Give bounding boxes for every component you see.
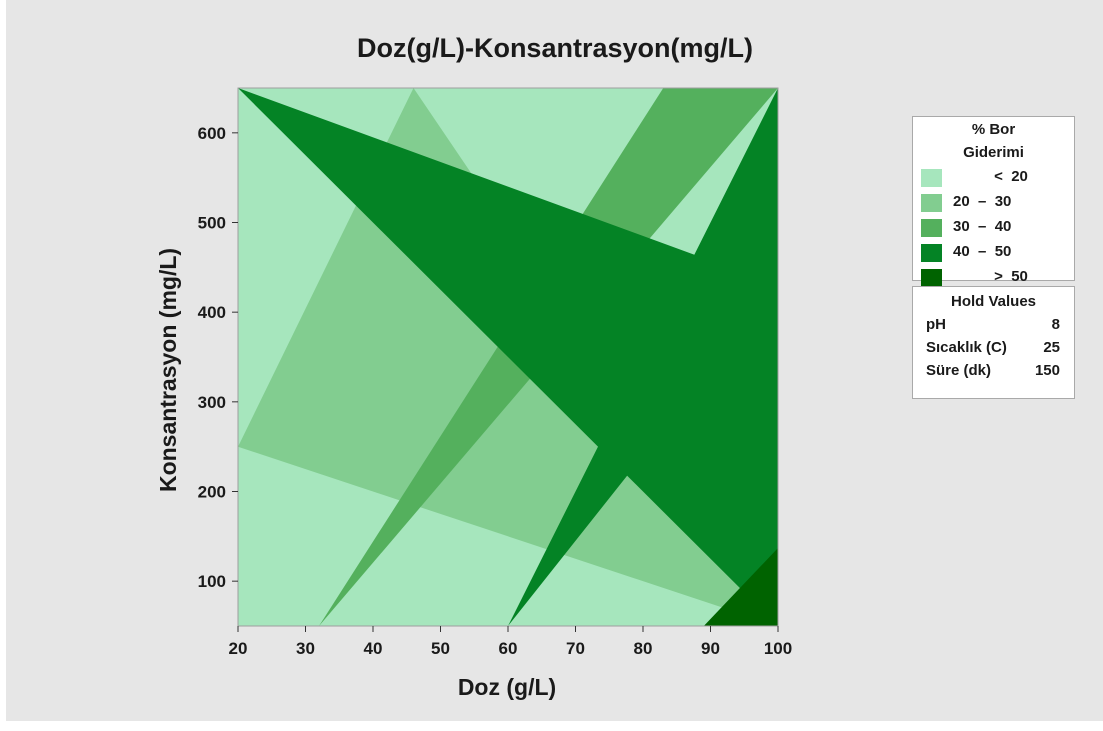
legend-label: 30 – 40 — [953, 218, 1012, 235]
hold-value-name: Sıcaklık (C) — [926, 339, 1007, 356]
x-tick-label: 30 — [296, 639, 315, 658]
legend-swatch — [921, 219, 942, 237]
legend-item: < 20 — [913, 166, 1074, 191]
hold-value-number: 25 — [1043, 339, 1060, 356]
x-tick-label: 70 — [566, 639, 585, 658]
legend-swatch — [921, 169, 942, 187]
y-tick-label: 100 — [198, 572, 226, 591]
legend-label: > 50 — [994, 268, 1028, 285]
legend-swatch — [921, 269, 942, 287]
legend-label: 40 – 50 — [953, 243, 1012, 260]
hold-value-name: pH — [926, 316, 946, 333]
legend: % Bor Giderimi < 20 20 – 30 30 – 40 40 – 50… — [912, 116, 1075, 287]
contour-region-40-50 — [238, 88, 778, 626]
x-tick-label: 90 — [701, 639, 720, 658]
hold-value-number: 150 — [1034, 362, 1060, 379]
x-tick-label: 60 — [499, 639, 518, 658]
contour-region-gt50 — [703, 548, 778, 626]
chart-title: Doz(g/L)-Konsantrasyon(mg/L) — [357, 33, 753, 63]
x-tick-label: 100 — [764, 639, 792, 658]
y-tick-label: 500 — [198, 214, 226, 233]
hold-value-row: Süre (dk) 150 — [913, 361, 1074, 384]
legend-swatch — [921, 194, 942, 212]
y-tick-label: 200 — [198, 483, 226, 502]
hold-value-row: Sıcaklık (C) 25 — [913, 338, 1074, 361]
hold-values-title: Hold Values — [950, 293, 1037, 310]
x-tick-label: 50 — [431, 639, 450, 658]
legend-title-line1: % Bor — [971, 121, 1016, 138]
legend-swatch — [921, 244, 942, 262]
legend-item: > 50 — [913, 266, 1074, 291]
x-tick-label: 20 — [229, 639, 248, 658]
legend-item: 40 – 50 — [913, 241, 1074, 266]
legend-label: < 20 — [994, 168, 1028, 185]
legend-item: 20 – 30 — [913, 191, 1074, 216]
hold-value-name: Süre (dk) — [926, 362, 992, 379]
x-axis-label: Doz (g/L) — [458, 674, 556, 700]
y-axis-label: Konsantrasyon (mg/L) — [155, 248, 181, 492]
hold-value-number: 8 — [1051, 316, 1060, 333]
legend-item: 30 – 40 — [913, 216, 1074, 241]
x-tick-label: 40 — [364, 639, 383, 658]
x-tick-label: 80 — [634, 639, 653, 658]
legend-title-line2: Giderimi — [963, 144, 1024, 161]
legend-label: 20 – 30 — [953, 193, 1012, 210]
hold-value-row: pH 8 — [913, 315, 1074, 338]
y-tick-label: 400 — [198, 303, 226, 322]
hold-values-panel: Hold Values pH 8 Sıcaklık (C) 25 Süre (dk) 15… — [912, 286, 1075, 399]
y-tick-label: 600 — [198, 124, 226, 143]
y-tick-label: 300 — [198, 393, 226, 412]
